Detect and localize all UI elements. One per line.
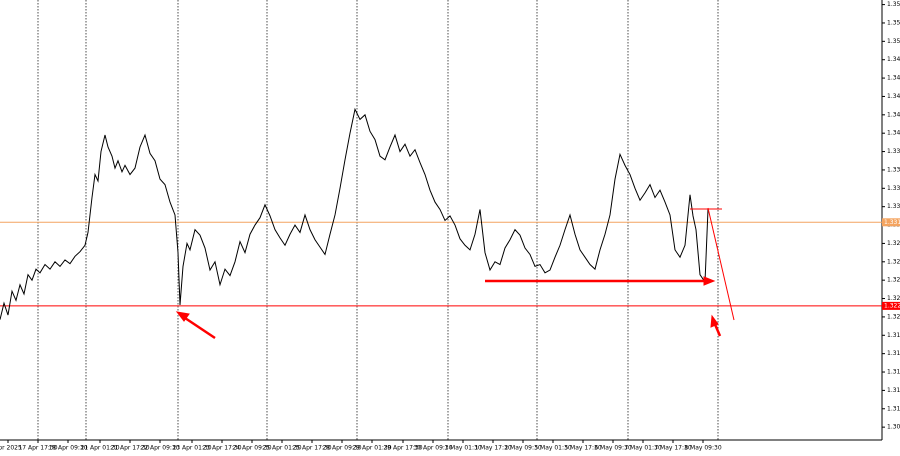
y-tick-label: 1.355 [887, 1, 900, 8]
y-tick-label: 1.349 [887, 56, 900, 63]
x-tick-label: 1 May 17:30 [474, 445, 512, 452]
level-label: 1.331 [884, 219, 900, 226]
x-tick-label: 24 Apr 09:30 [232, 445, 271, 452]
x-tick-label: 18 Apr 09:30 [48, 445, 87, 452]
annotations [175, 207, 735, 340]
x-tick-label: 28 Apr 09:30 [322, 445, 361, 452]
x-tick-label: 23 Apr 17:30 [202, 445, 241, 452]
y-tick-label: 1.337 [887, 166, 900, 173]
y-tick-label: 1.343 [887, 111, 900, 118]
y-tick-label: 1.321 [887, 313, 900, 320]
price-line [0, 107, 709, 320]
y-tick-label: 1.353 [887, 19, 900, 26]
day-separators [37, 0, 719, 440]
y-tick-label: 1.341 [887, 130, 900, 137]
x-tick-label: 7 May 01:30 [624, 445, 662, 452]
x-tick-label: 5 May 01:30 [534, 445, 572, 452]
x-tick-label: 5 May 17:30 [564, 445, 602, 452]
y-tick-label: 1.325 [887, 277, 900, 284]
arrow [181, 314, 216, 340]
y-tick-label: 1.319 [887, 332, 900, 339]
y-tick-label: 1.339 [887, 148, 900, 155]
x-tick-label: 21 Apr 01:30 [80, 445, 119, 452]
plot [0, 107, 882, 320]
x-tick-label: 23 Apr 01:30 [172, 445, 211, 452]
x-tick-label: 29 Apr 17:30 [383, 445, 422, 452]
level-label-box [882, 218, 900, 227]
y-tick-label: 1.333 [887, 203, 900, 210]
level-label: 1.322 [884, 302, 900, 309]
y-tick-label: 1.311 [887, 405, 900, 412]
arrow-head [710, 314, 719, 328]
x-tick-label: 17 Apr 17:30 [18, 445, 57, 452]
y-tick-label: 1.315 [887, 369, 900, 376]
x-tick-label: 7 May 17:30 [654, 445, 692, 452]
y-tick-label: 1.345 [887, 93, 900, 100]
y-tick-label: 1.351 [887, 38, 900, 45]
y-tick-label: 1.327 [887, 258, 900, 265]
x-tick-label: 30 Apr 09:30 [413, 445, 452, 452]
x-tick-label: 25 Apr 17:30 [292, 445, 331, 452]
x-tick-label: 2 May 09:30 [504, 445, 542, 452]
x-tick-label: 6 May 09:30 [594, 445, 632, 452]
x-tick-label: Apr 2025 [0, 445, 22, 452]
x-tick-label: 8 May 09:30 [684, 445, 722, 452]
x-tick-label: 1 May 01:30 [444, 445, 482, 452]
y-tick-label: 1.329 [887, 240, 900, 247]
x-tick-label: 22 Apr 09:30 [140, 445, 179, 452]
x-tick-label: 25 Apr 01:30 [262, 445, 301, 452]
y-tick-label: 1.347 [887, 75, 900, 82]
level-label-box [882, 301, 900, 310]
x-tick-label: 21 Apr 17:30 [110, 445, 149, 452]
y-tick-label: 1.335 [887, 185, 900, 192]
y-tick-label: 1.323 [887, 295, 900, 302]
arrow-head [703, 276, 716, 286]
trend-line [707, 207, 735, 321]
y-tick-label: 1.313 [887, 387, 900, 394]
y-tick-label: 1.309 [887, 424, 900, 431]
arrow-head [175, 311, 190, 322]
x-tick-label: 29 Apr 01:30 [352, 445, 391, 452]
y-tick-label: 1.317 [887, 350, 900, 357]
